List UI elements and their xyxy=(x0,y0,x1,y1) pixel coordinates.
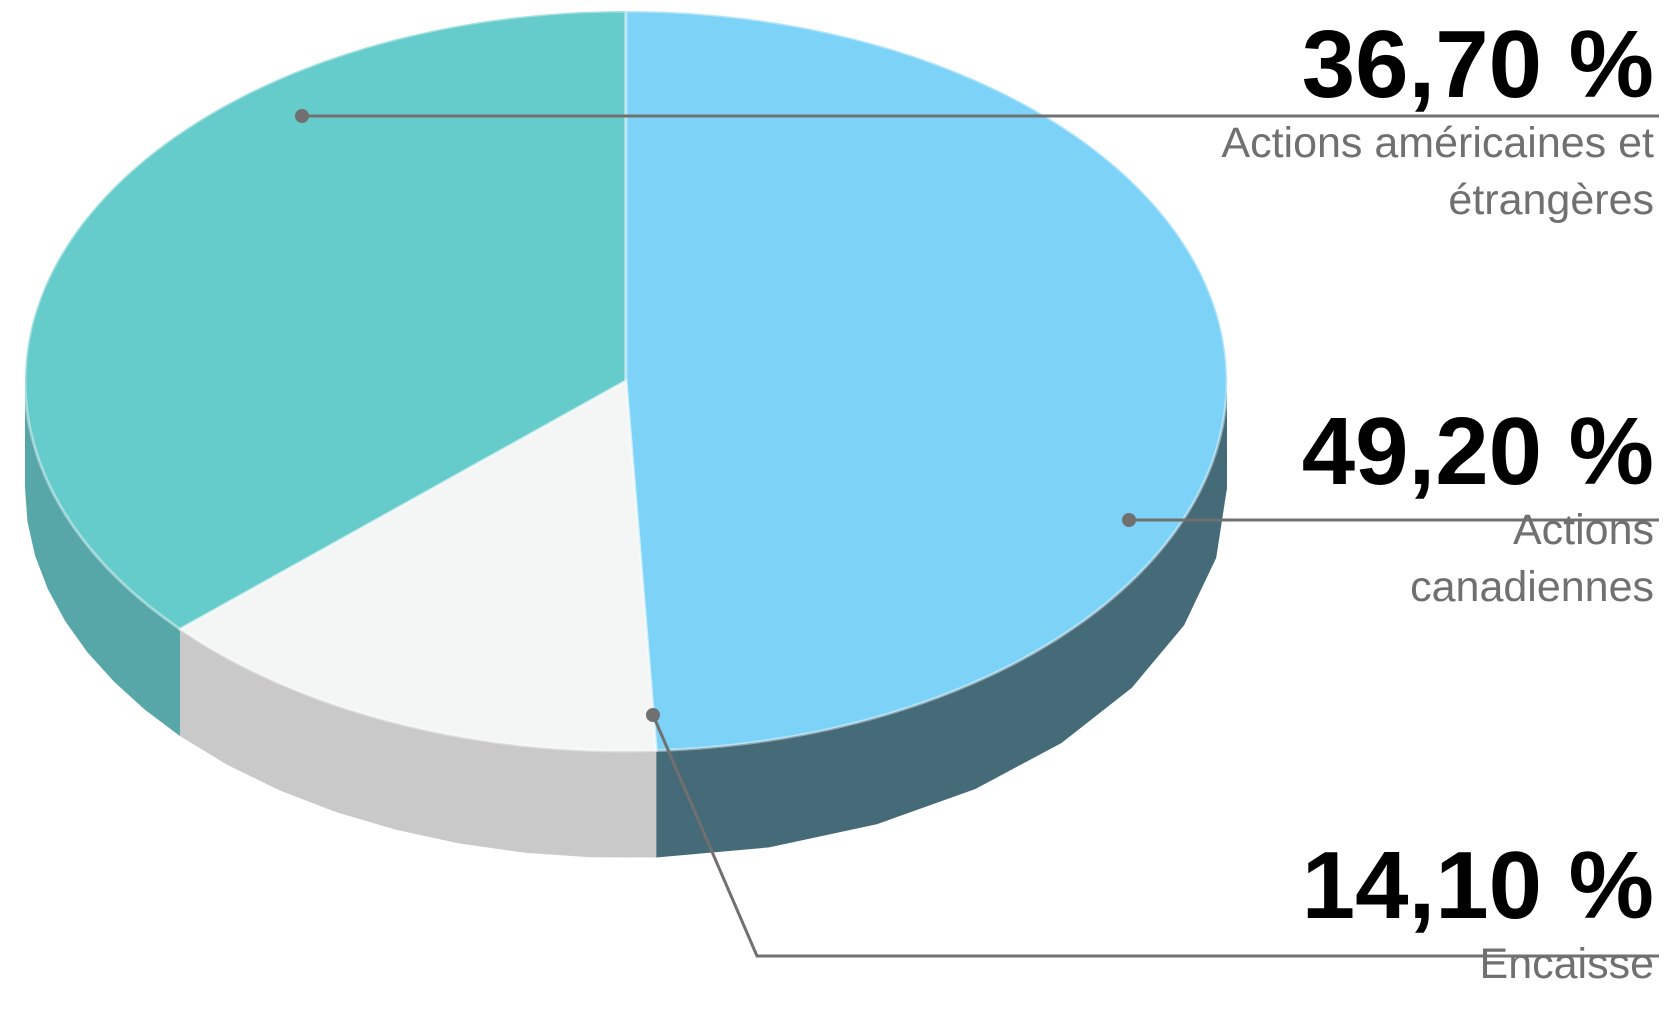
leader-dot xyxy=(646,708,660,722)
value-label: 36,70 % xyxy=(1301,11,1654,118)
category-label: Encaisse xyxy=(1479,940,1654,988)
leader-line xyxy=(651,714,1659,958)
label: 14,10 % Encaisse xyxy=(1302,836,1654,993)
label: 36,70 % Actions américaines et étrangères xyxy=(1214,15,1654,229)
category-label: Actions canadiennes xyxy=(1410,506,1654,611)
slice-side xyxy=(180,629,657,858)
value-label: 14,10 % xyxy=(1301,832,1654,939)
slice xyxy=(23,9,628,631)
leader-dot xyxy=(1122,513,1136,527)
slice-side xyxy=(25,381,181,737)
leader-dot xyxy=(295,109,309,123)
value-label: 49,20 % xyxy=(1301,398,1654,505)
label: 49,20 % Actions canadiennes xyxy=(1302,402,1654,616)
slice-side xyxy=(656,381,1227,858)
slice xyxy=(177,378,658,753)
category-label: Actions américaines et étrangères xyxy=(1221,119,1654,224)
slice xyxy=(624,9,1229,753)
